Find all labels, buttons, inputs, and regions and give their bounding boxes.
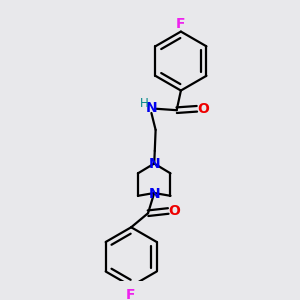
Text: H: H (140, 97, 148, 110)
Text: F: F (126, 288, 135, 300)
Text: N: N (146, 101, 157, 115)
Text: N: N (148, 157, 160, 170)
Text: N: N (148, 187, 160, 201)
Text: O: O (169, 204, 180, 218)
Text: O: O (197, 102, 209, 116)
Text: F: F (176, 17, 186, 31)
